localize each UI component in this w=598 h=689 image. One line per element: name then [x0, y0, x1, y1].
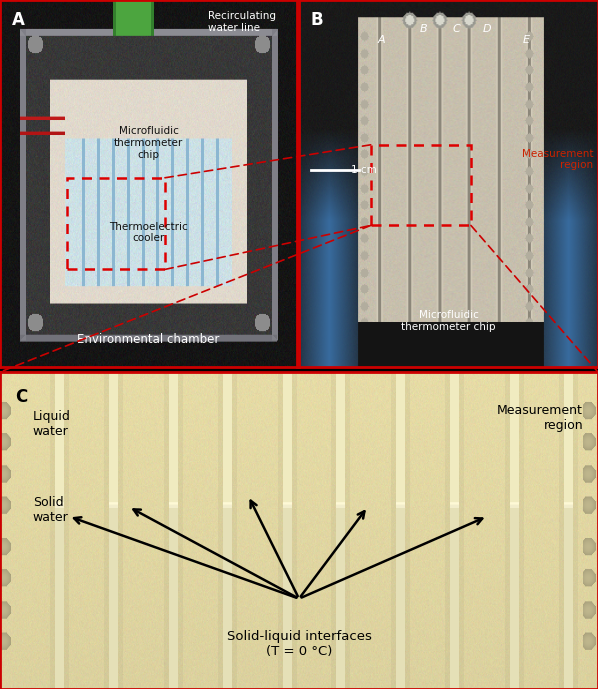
Text: Microfluidic
thermometer
chip: Microfluidic thermometer chip	[114, 127, 183, 160]
Text: B: B	[419, 24, 427, 34]
Text: Recirculating
water line: Recirculating water line	[208, 11, 276, 32]
Text: 1 cm: 1 cm	[352, 165, 377, 176]
Text: B: B	[311, 11, 324, 29]
Text: Solid
water: Solid water	[33, 495, 69, 524]
Bar	[371, 145, 471, 225]
Text: Measurement
region: Measurement region	[497, 404, 583, 432]
Text: Solid-liquid interfaces
(T = 0 °C): Solid-liquid interfaces (T = 0 °C)	[227, 630, 371, 659]
Text: Thermoelectric
cooler: Thermoelectric cooler	[109, 222, 188, 243]
Text: Measurement
region: Measurement region	[522, 149, 593, 170]
Text: E: E	[523, 35, 530, 45]
Bar	[67, 178, 165, 269]
Text: A: A	[377, 35, 385, 45]
Text: A: A	[12, 11, 25, 29]
Text: Microfluidic
thermometer chip: Microfluidic thermometer chip	[401, 310, 496, 331]
Text: C: C	[452, 24, 460, 34]
Text: D: D	[483, 24, 492, 34]
Text: Environmental chamber: Environmental chamber	[77, 333, 220, 347]
Text: C: C	[15, 388, 27, 406]
Text: Liquid
water: Liquid water	[33, 410, 71, 438]
